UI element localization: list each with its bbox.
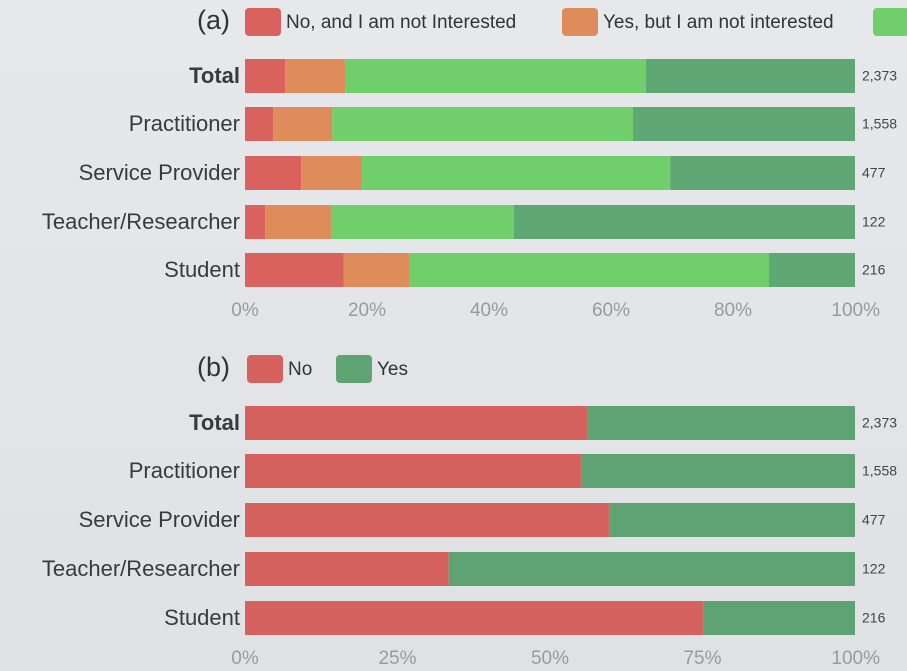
bar-segment (448, 552, 855, 586)
bar-segment (609, 503, 855, 537)
count-label: 122 (862, 561, 886, 577)
legend-label: No (288, 359, 312, 380)
category-label: Practitioner (129, 111, 240, 136)
panel-title: (a) (197, 5, 230, 35)
bar-segment (245, 59, 286, 93)
count-label: 2,373 (862, 68, 897, 84)
category-label: Student (164, 257, 240, 282)
bar-segment (285, 59, 346, 93)
legend-swatch (247, 355, 283, 383)
bar-segment (245, 406, 588, 440)
bar-segment (331, 205, 515, 239)
category-label: Service Provider (79, 507, 240, 532)
bar-segment (703, 601, 855, 635)
category-label: Student (164, 605, 240, 630)
bar-segment (245, 503, 610, 537)
count-label: 477 (862, 165, 886, 181)
bar-segment (245, 552, 449, 586)
legend-swatch (245, 8, 281, 36)
bar-segment (514, 205, 855, 239)
legend-swatch (336, 355, 372, 383)
bar-segment (587, 406, 855, 440)
category-label: Teacher/Researcher (42, 556, 240, 581)
count-label: 216 (862, 610, 886, 626)
legend-swatch (873, 8, 907, 36)
bar-segment (670, 156, 855, 190)
count-label: 477 (862, 512, 886, 528)
bar-segment (345, 59, 646, 93)
bar-segment (632, 107, 855, 141)
legend-label: Yes (377, 359, 408, 380)
category-label: Total (189, 410, 240, 435)
x-tick-label: 50% (531, 648, 569, 669)
x-tick-label: 20% (348, 300, 386, 321)
bar-segment (645, 59, 855, 93)
bar-segment (332, 107, 633, 141)
bar-segment (409, 253, 769, 287)
x-tick-label: 75% (683, 648, 721, 669)
bar-segment (245, 107, 274, 141)
x-tick-label: 25% (378, 648, 416, 669)
legend-swatch (562, 8, 598, 36)
legend-label: Yes, but I am not interested (603, 12, 834, 33)
bar-segment (245, 601, 704, 635)
count-label: 1,558 (862, 116, 897, 132)
bar-segment (362, 156, 671, 190)
bar-segment (301, 156, 363, 190)
x-tick-label: 0% (231, 648, 259, 669)
panel-title: (b) (197, 352, 230, 382)
count-label: 216 (862, 262, 886, 278)
x-tick-label: 100% (831, 648, 880, 669)
legend-label: No, and I am not Interested (286, 12, 516, 33)
count-label: 122 (862, 214, 886, 230)
bar-segment (265, 205, 332, 239)
x-tick-label: 60% (592, 300, 630, 321)
category-label: Total (189, 63, 240, 88)
category-label: Service Provider (79, 160, 240, 185)
bar-segment (273, 107, 333, 141)
bar-segment (245, 156, 302, 190)
bar-segment (245, 205, 266, 239)
bar-segment (768, 253, 855, 287)
category-label: Teacher/Researcher (42, 209, 240, 234)
bar-segment (245, 454, 582, 488)
bar-segment (343, 253, 410, 287)
count-label: 2,373 (862, 415, 897, 431)
x-tick-label: 0% (231, 300, 259, 321)
x-tick-label: 100% (831, 300, 880, 321)
bar-segment (581, 454, 855, 488)
bar-segment (245, 253, 344, 287)
x-tick-label: 40% (470, 300, 508, 321)
x-tick-label: 80% (714, 300, 752, 321)
category-label: Practitioner (129, 458, 240, 483)
count-label: 1,558 (862, 463, 897, 479)
